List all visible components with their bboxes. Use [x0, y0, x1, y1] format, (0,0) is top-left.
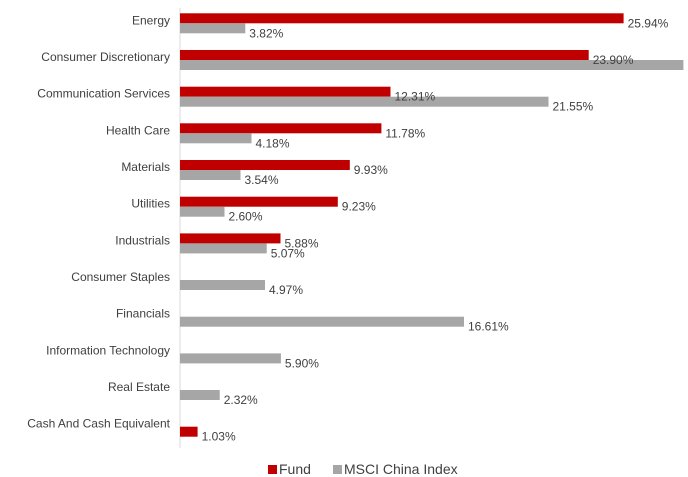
bar-fund-consumer-discretionary: [180, 50, 589, 60]
bar-fund-materials: [180, 160, 350, 170]
value-label-msci-china-index-financials: 16.61%: [468, 320, 509, 334]
value-label-fund-consumer-discretionary: 23.90%: [593, 53, 634, 67]
value-labels: 25.94%3.82%23.90%29.44%12.31%21.55%11.78…: [202, 16, 688, 443]
value-label-fund-energy: 25.94%: [628, 16, 669, 30]
bar-fund-industrials: [180, 233, 281, 244]
bar-msci-china-index-consumer-staples: [180, 280, 265, 290]
value-label-fund-cash-and-cash-equivalent: 1.03%: [202, 430, 236, 444]
value-label-msci-china-index-materials: 3.54%: [245, 173, 279, 187]
value-label-fund-communication-services: 12.31%: [395, 90, 436, 104]
bar-fund-utilities: [180, 196, 338, 207]
bar-msci-china-index-utilities: [180, 206, 225, 217]
legend-swatch-fund: [268, 465, 277, 474]
category-label-utilities: Utilities: [131, 197, 170, 211]
value-label-msci-china-index-real-estate: 2.32%: [224, 393, 258, 407]
category-label-information-technology: Information Technology: [46, 343, 170, 357]
legend: Fund MSCI China Index: [268, 461, 458, 477]
value-label-fund-utilities: 9.23%: [342, 200, 376, 214]
value-label-msci-china-index-information-technology: 5.90%: [285, 356, 319, 370]
bars: [180, 13, 684, 437]
category-label-consumer-discretionary: Consumer Discretionary: [41, 50, 170, 64]
bar-fund-health-care: [180, 123, 382, 134]
category-label-financials: Financials: [116, 307, 170, 321]
bar-msci-china-index-real-estate: [180, 390, 220, 400]
bar-msci-china-index-energy: [180, 23, 246, 34]
value-label-fund-industrials: 5.88%: [285, 236, 319, 250]
bar-fund-cash-and-cash-equivalent: [180, 426, 198, 437]
category-label-communication-services: Communication Services: [37, 87, 170, 101]
legend-label-fund: Fund: [279, 461, 311, 477]
bar-msci-china-index-financials: [180, 316, 464, 327]
bar-msci-china-index-information-technology: [180, 353, 281, 364]
value-label-msci-china-index-energy: 3.82%: [249, 26, 283, 40]
category-label-consumer-staples: Consumer Staples: [71, 270, 170, 284]
value-label-msci-china-index-utilities: 2.60%: [229, 210, 263, 224]
category-label-energy: Energy: [132, 13, 170, 27]
category-label-health-care: Health Care: [106, 123, 170, 137]
bar-fund-energy: [180, 13, 624, 24]
bar-fund-communication-services: [180, 86, 391, 97]
bar-msci-china-index-communication-services: [180, 96, 549, 107]
value-label-msci-china-index-consumer-staples: 4.97%: [269, 283, 303, 297]
value-label-msci-china-index-industrials: 5.07%: [271, 246, 305, 260]
category-label-materials: Materials: [121, 160, 170, 174]
value-label-fund-materials: 9.93%: [354, 163, 388, 177]
bar-msci-china-index-industrials: [180, 243, 267, 254]
legend-swatch-msci-china-index: [333, 465, 342, 474]
bar-msci-china-index-consumer-discretionary: [180, 60, 684, 70]
value-label-msci-china-index-health-care: 4.18%: [256, 136, 290, 150]
legend-label-msci-china-index: MSCI China Index: [344, 461, 458, 477]
value-label-msci-china-index-communication-services: 21.55%: [553, 100, 594, 114]
category-label-real-estate: Real Estate: [108, 380, 170, 394]
bar-msci-china-index-health-care: [180, 133, 252, 144]
bar-msci-china-index-materials: [180, 170, 241, 180]
category-label-industrials: Industrials: [115, 233, 170, 247]
value-label-fund-health-care: 11.78%: [385, 126, 425, 140]
category-labels: Energy Consumer Discretionary Communicatio…: [27, 13, 170, 430]
category-label-cash-and-cash-equivalent: Cash And Cash Equivalent: [27, 417, 170, 431]
